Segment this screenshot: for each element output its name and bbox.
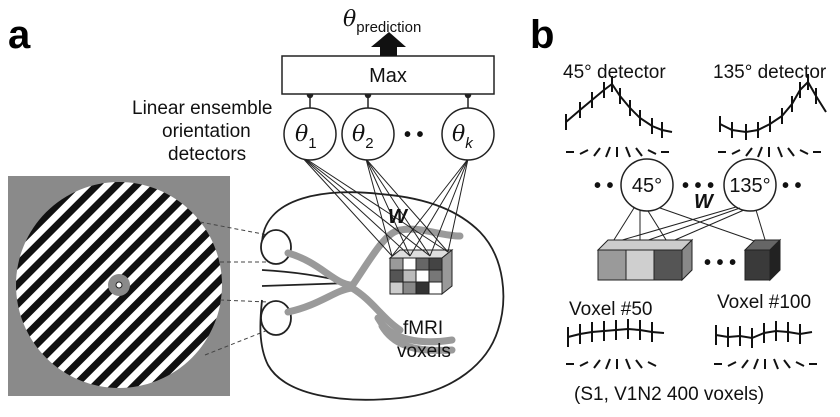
output-arrow — [371, 32, 406, 56]
detector-node-2 — [341, 107, 395, 161]
ensemble-label-line-2: orientation — [162, 121, 251, 142]
voxels-label-line-2: voxels — [397, 341, 451, 362]
panel-b-letter: b — [530, 13, 554, 57]
orientation-ticks-45 — [566, 146, 669, 158]
weights-label-b: W — [694, 191, 715, 213]
weight-lines-b — [611, 206, 767, 244]
detector-nodes — [283, 107, 495, 161]
output-label: θprediction — [343, 7, 421, 36]
voxel-cube — [388, 248, 454, 296]
voxel-blocks — [596, 238, 782, 282]
dots-middle: • • • — [682, 175, 714, 197]
weight-lines-a — [299, 154, 469, 257]
weights-label-a: W — [388, 206, 409, 228]
voxels-label-line-1: fMRI — [403, 318, 443, 339]
visual-pathways — [284, 225, 464, 354]
max-box — [281, 55, 495, 95]
max-label: Max — [369, 65, 407, 87]
detector-node-k — [441, 107, 495, 161]
ensemble-label-line-3: detectors — [168, 144, 246, 165]
detector-node-1 — [283, 107, 337, 161]
node-135 — [723, 158, 777, 212]
voxel-50-ticks — [566, 358, 657, 370]
tuning-curve-45 — [565, 76, 673, 138]
detector-2-title: 135° detector — [713, 62, 827, 83]
detector-ellipsis: • • — [404, 124, 424, 146]
detector-2-label: θ2 — [352, 122, 374, 152]
panel-a-letter: a — [8, 13, 31, 57]
projection-lines — [199, 221, 269, 356]
detector-k-label: θk — [452, 122, 474, 152]
detector-1-label: θ1 — [295, 122, 317, 152]
node-45 — [620, 158, 674, 212]
dots-voxels: • • • — [704, 252, 736, 274]
dots-left: • • — [594, 175, 614, 197]
dots-right: • • — [782, 175, 802, 197]
ensemble-label-line-1: Linear ensemble — [132, 98, 272, 119]
voxel-2-title: Voxel #100 — [717, 292, 811, 313]
grating-stimulus — [8, 176, 230, 396]
node-45-label: 45° — [632, 175, 662, 197]
tuning-curve-135 — [719, 74, 827, 140]
voxel-1-title: Voxel #50 — [569, 299, 652, 320]
caption-b: (S1, V1N2 400 voxels) — [574, 384, 764, 405]
voxel-50-tuning — [567, 319, 665, 347]
voxel-100-tuning — [715, 321, 813, 348]
orientation-ticks-135 — [718, 146, 821, 158]
detector-1-title: 45° detector — [563, 62, 666, 83]
voxel-100-ticks — [714, 358, 817, 370]
node-135-label: 135° — [729, 175, 770, 197]
brain-outline — [259, 191, 505, 401]
max-connectors — [306, 91, 472, 108]
